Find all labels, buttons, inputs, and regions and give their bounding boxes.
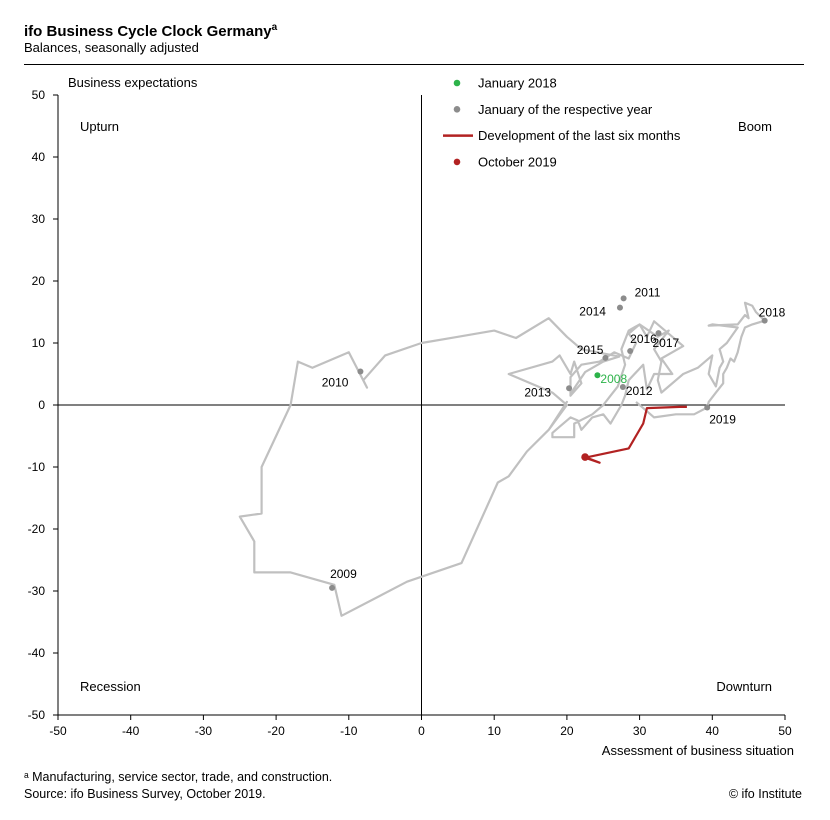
legend: January 2018 January of the respective ye… <box>443 76 681 169</box>
y-tick-label: -30 <box>28 584 46 598</box>
quadrant-upturn-label: Upturn <box>80 119 119 134</box>
source-note: Source: ifo Business Survey, October 201… <box>24 787 266 801</box>
january-point-2018 <box>761 317 768 324</box>
january-points <box>329 295 768 591</box>
history-line <box>238 301 766 617</box>
recent-series <box>581 405 687 464</box>
january-label-2008: 2008 <box>600 372 627 386</box>
y-axis-label: Business expectations <box>68 75 198 90</box>
quadrant-boom-label: Boom <box>738 119 772 134</box>
january-point-2009 <box>329 584 336 591</box>
january-label-2015: 2015 <box>577 343 604 357</box>
january-point-2010 <box>357 368 364 375</box>
y-tick-label: 50 <box>32 88 46 102</box>
january-point-2014 <box>616 304 623 311</box>
chart-labels: 2008 2009 2010 2011 2012 2013 2014 2015 20162017… <box>322 285 786 581</box>
january-label-2014: 2014 <box>579 305 606 319</box>
january-point-2013 <box>566 385 573 392</box>
axes: -50 -40 -30 -20 -10 0 10 20 30 40 5050403020100-10… <box>28 75 794 758</box>
january-label-2011: 2011 <box>635 285 661 299</box>
january-point-2015 <box>602 354 609 361</box>
x-tick-label: 10 <box>488 724 502 738</box>
january-label-2009: 2009 <box>330 567 357 581</box>
footnote: ᵃ Manufacturing, service sector, trade, … <box>24 770 333 784</box>
january-point-2008 <box>594 372 601 379</box>
january-label-2017: 2017 <box>653 336 680 350</box>
legend-label: January of the respective year <box>478 102 653 117</box>
x-axis-label: Assessment of business situation <box>602 743 794 758</box>
legend-marker-dot <box>453 79 461 87</box>
legend-label: Development of the last six months <box>478 128 681 143</box>
history-series <box>238 301 766 617</box>
january-point-2012 <box>619 384 626 391</box>
chart-title-text: ifo Business Cycle Clock Germany <box>24 23 272 40</box>
chart-title: ifo Business Cycle Clock Germanya <box>24 22 277 40</box>
x-tick-label: -50 <box>49 724 67 738</box>
title-footnote-marker: a <box>271 22 278 33</box>
chart-subtitle: Balances, seasonally adjusted <box>24 40 199 55</box>
october-2019-point <box>581 453 589 461</box>
january-label-2018: 2018 <box>759 306 786 320</box>
january-label-2016: 2016 <box>630 332 657 346</box>
x-tick-label: -20 <box>267 724 285 738</box>
legend-label: October 2019 <box>478 154 557 169</box>
x-tick-label: -40 <box>122 724 140 738</box>
business-cycle-chart: -50 -40 -30 -20 -10 0 10 20 30 40 5050403020100-10… <box>28 75 794 758</box>
y-tick-label: 10 <box>32 336 46 350</box>
january-point-2017 <box>655 330 662 337</box>
copyright: © ifo Institute <box>728 787 802 801</box>
y-tick-label: 20 <box>32 274 46 288</box>
recent-six-months-line <box>583 405 687 464</box>
january-label-2019: 2019 <box>709 412 736 426</box>
y-tick-label: -20 <box>28 522 46 536</box>
january-label-2012: 2012 <box>626 384 653 398</box>
y-tick-label: -40 <box>28 646 46 660</box>
x-tick-label: 40 <box>706 724 720 738</box>
january-label-2013: 2013 <box>524 385 551 399</box>
y-tick-label: -50 <box>28 708 46 722</box>
y-tick-label: 40 <box>32 150 46 164</box>
y-tick-label: 30 <box>32 212 46 226</box>
legend-marker-dot <box>453 158 461 166</box>
quadrant-recession-label: Recession <box>80 679 141 694</box>
january-label-2010: 2010 <box>322 376 349 390</box>
legend-marker-dot <box>453 106 461 113</box>
january-point-2011 <box>620 295 627 302</box>
header-rule <box>24 64 804 65</box>
x-tick-label: 0 <box>418 724 425 738</box>
legend-label: January 2018 <box>478 76 557 91</box>
y-tick-label: 0 <box>38 398 45 412</box>
january-point-2019 <box>704 404 711 411</box>
x-tick-label: -10 <box>340 724 358 738</box>
january-point-2016 <box>627 348 634 355</box>
x-tick-label: -30 <box>195 724 213 738</box>
x-tick-label: 30 <box>633 724 647 738</box>
x-tick-label: 50 <box>778 724 792 738</box>
x-tick-label: 20 <box>560 724 574 738</box>
quadrant-downturn-label: Downturn <box>716 679 772 694</box>
y-tick-label: -10 <box>28 460 46 474</box>
